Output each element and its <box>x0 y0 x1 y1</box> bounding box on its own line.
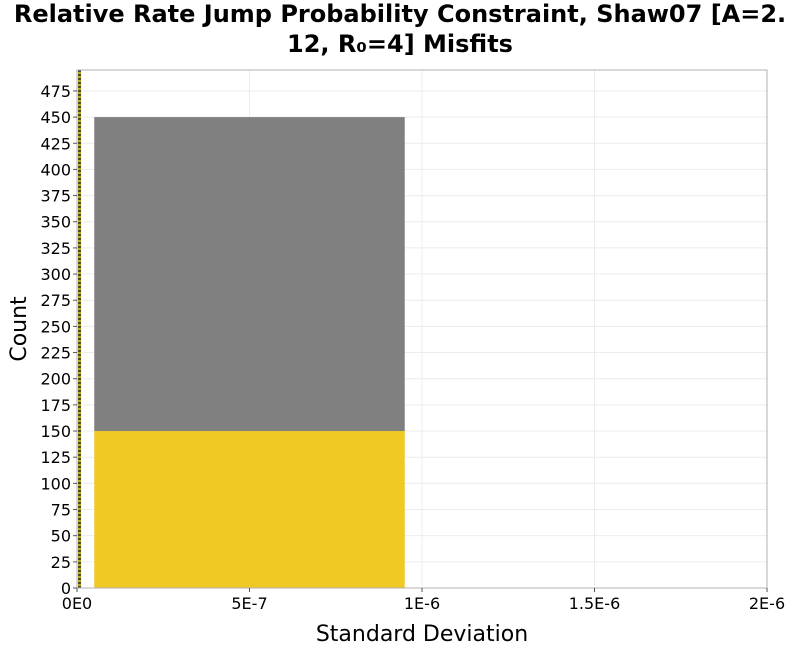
y-tick-label: 150 <box>40 422 71 441</box>
x-tick-label: 2E-6 <box>749 594 785 613</box>
y-tick-label: 275 <box>40 291 71 310</box>
y-tick-label: 350 <box>40 213 71 232</box>
axes: 0 25 50 75 100 125 150 175 200 225 250 275 300 325 350… <box>40 82 785 613</box>
y-tick-label: 100 <box>40 474 71 493</box>
y-tick-label: 425 <box>40 134 71 153</box>
chart-title-line-2: 12, R₀=4] Misfits <box>287 30 513 58</box>
y-tick-label: 75 <box>51 501 71 520</box>
y-tick-label: 475 <box>40 82 71 101</box>
bar-yellow <box>94 431 405 588</box>
y-tick-label: 400 <box>40 160 71 179</box>
y-tick-label: 250 <box>40 317 71 336</box>
y-tick-label: 375 <box>40 187 71 206</box>
y-tick-label: 50 <box>51 527 71 546</box>
bar-gray <box>94 117 405 432</box>
y-tick-label: 175 <box>40 396 71 415</box>
x-tick-label: 1E-6 <box>404 594 440 613</box>
x-tick-label: 0E0 <box>62 594 92 613</box>
y-tick-label: 125 <box>40 448 71 467</box>
y-tick-label: 200 <box>40 370 71 389</box>
bars <box>94 117 405 588</box>
y-tick-label: 0 <box>61 579 71 598</box>
x-axis-label: Standard Deviation <box>316 622 528 647</box>
x-tick-label: 5E-7 <box>231 594 267 613</box>
x-tick-label: 1.5E-6 <box>569 594 621 613</box>
y-tick-label: 225 <box>40 344 71 363</box>
y-axis-label: Count <box>7 296 32 362</box>
y-tick-label: 300 <box>40 265 71 284</box>
y-tick-label: 25 <box>51 553 71 572</box>
chart-title-line-1: Relative Rate Jump Probability Constrain… <box>13 0 787 28</box>
y-tick-label: 450 <box>40 108 71 127</box>
y-tick-label: 325 <box>40 239 71 258</box>
